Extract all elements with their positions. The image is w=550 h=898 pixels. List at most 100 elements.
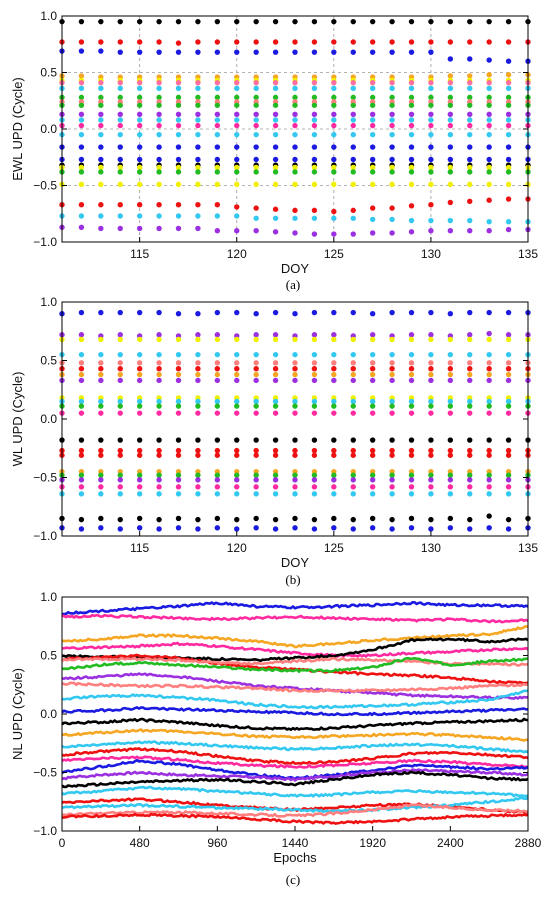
point-s10-12 bbox=[292, 403, 298, 409]
point-s16-17 bbox=[389, 472, 395, 478]
point-s20-22 bbox=[486, 197, 492, 203]
point-s6-2 bbox=[98, 85, 104, 92]
point-s21-14 bbox=[331, 215, 337, 221]
point-s18-4 bbox=[136, 169, 143, 175]
point-s19-2 bbox=[98, 491, 104, 497]
point-s22-6 bbox=[175, 225, 182, 232]
point-s7-7 bbox=[195, 377, 201, 384]
point-s3-14 bbox=[331, 351, 337, 358]
point-s15-22 bbox=[486, 156, 492, 163]
point-s16-16 bbox=[369, 472, 376, 478]
point-s6-7 bbox=[195, 85, 201, 92]
point-s7-16 bbox=[369, 94, 376, 101]
point-s0-15 bbox=[350, 18, 356, 25]
point-s12-3 bbox=[117, 437, 123, 443]
point-s14-12 bbox=[292, 144, 298, 150]
point-s13-9 bbox=[234, 131, 240, 138]
point-s18-9 bbox=[234, 169, 240, 175]
point-s3-6 bbox=[175, 351, 182, 358]
point-s0-16 bbox=[369, 18, 376, 25]
point-s17-7 bbox=[195, 477, 201, 483]
point-s5-4 bbox=[136, 79, 143, 86]
point-s1-23 bbox=[505, 39, 512, 45]
point-s7-3 bbox=[117, 377, 123, 384]
series-line-7 bbox=[61, 656, 529, 674]
point-s19-6 bbox=[175, 181, 182, 188]
x-tick-label-2: 125 bbox=[324, 247, 344, 261]
point-s22-20 bbox=[447, 228, 454, 234]
point-s19-17 bbox=[389, 181, 395, 188]
point-s11-15 bbox=[350, 410, 356, 416]
point-s5-9 bbox=[234, 365, 240, 372]
point-s14-23 bbox=[505, 144, 512, 150]
point-s19-13 bbox=[311, 491, 318, 497]
point-s21-17 bbox=[389, 526, 395, 532]
point-s17-6 bbox=[175, 164, 182, 171]
point-s2-22 bbox=[486, 336, 492, 343]
point-s19-9 bbox=[234, 491, 240, 497]
point-s21-14 bbox=[331, 525, 337, 531]
y-tick-label-0: −1.0 bbox=[33, 235, 57, 249]
point-s9-12 bbox=[292, 102, 298, 108]
point-s15-2 bbox=[98, 156, 104, 163]
point-s17-8 bbox=[214, 164, 221, 171]
point-s9-21 bbox=[467, 398, 473, 405]
point-s17-14 bbox=[331, 477, 337, 483]
point-s10-16 bbox=[369, 111, 376, 118]
point-s0-19 bbox=[428, 309, 434, 316]
point-s12-22 bbox=[486, 437, 492, 443]
point-s19-23 bbox=[505, 181, 512, 188]
point-s14-16 bbox=[369, 144, 376, 150]
point-s6-7 bbox=[195, 371, 201, 378]
point-s21-21 bbox=[467, 526, 473, 532]
point-s3-15 bbox=[350, 351, 356, 358]
point-s9-20 bbox=[447, 398, 454, 405]
point-s21-3 bbox=[117, 526, 123, 532]
point-s1-4 bbox=[136, 39, 143, 45]
point-s2-13 bbox=[311, 336, 318, 343]
point-s12-9 bbox=[234, 122, 240, 129]
point-s21-15 bbox=[350, 526, 356, 532]
point-s12-16 bbox=[369, 437, 376, 443]
point-s9-7 bbox=[195, 102, 201, 108]
point-s2-6 bbox=[175, 49, 182, 55]
point-s12-8 bbox=[214, 122, 221, 129]
point-s6-15 bbox=[350, 85, 356, 92]
point-s2-20 bbox=[447, 336, 454, 343]
point-s10-20 bbox=[447, 111, 454, 118]
point-s14-21 bbox=[467, 144, 473, 150]
point-s1-10 bbox=[253, 39, 259, 45]
point-s13-5 bbox=[156, 447, 162, 454]
point-s22-19 bbox=[428, 228, 434, 234]
point-s4-18 bbox=[408, 360, 415, 366]
point-s10-4 bbox=[136, 403, 143, 409]
point-s2-11 bbox=[272, 49, 279, 55]
point-s12-17 bbox=[389, 122, 395, 129]
point-s18-20 bbox=[447, 169, 454, 175]
point-s17-15 bbox=[350, 164, 356, 171]
point-s16-12 bbox=[292, 472, 298, 478]
point-s2-14 bbox=[331, 49, 337, 55]
point-s3-21 bbox=[467, 73, 473, 79]
point-s3-9 bbox=[234, 351, 240, 358]
point-s1-11 bbox=[272, 39, 279, 45]
point-s0-22 bbox=[486, 18, 492, 25]
point-s5-14 bbox=[331, 365, 337, 372]
point-s21-16 bbox=[369, 216, 376, 223]
point-s2-14 bbox=[331, 336, 337, 343]
point-s18-5 bbox=[156, 169, 162, 175]
point-s11-19 bbox=[428, 117, 434, 123]
point-s21-11 bbox=[272, 215, 279, 221]
point-s0-6 bbox=[175, 311, 182, 317]
x-tick-label-3: 1440 bbox=[282, 836, 309, 850]
point-s3-22 bbox=[486, 351, 492, 358]
point-s11-3 bbox=[117, 410, 123, 416]
point-s17-19 bbox=[428, 164, 434, 171]
point-s19-2 bbox=[98, 181, 104, 188]
point-s2-20 bbox=[447, 56, 454, 62]
point-s20-7 bbox=[195, 202, 201, 208]
point-s19-1 bbox=[78, 181, 85, 188]
plot-area bbox=[61, 600, 529, 825]
point-s14-10 bbox=[253, 144, 259, 150]
point-s9-2 bbox=[98, 102, 104, 108]
